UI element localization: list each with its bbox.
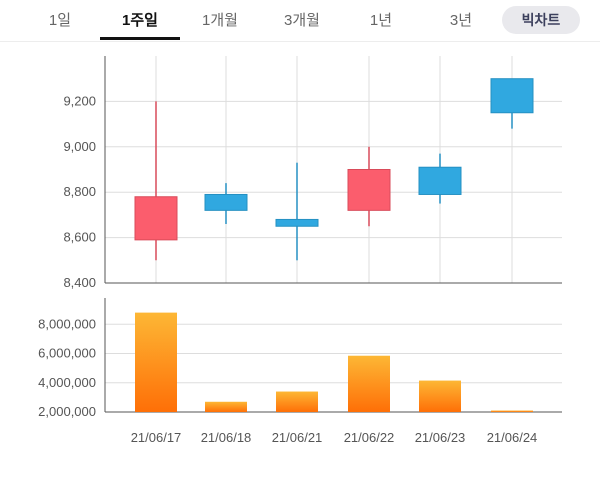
price-tick-label: 8,400 [63, 275, 96, 290]
volume-bar [135, 312, 177, 412]
date-tick-label: 21/06/24 [487, 430, 538, 445]
date-tick-label: 21/06/21 [272, 430, 323, 445]
candle-body [490, 78, 534, 114]
date-tick-label: 21/06/23 [415, 430, 466, 445]
date-tick-label: 21/06/17 [131, 430, 182, 445]
volume-tick-label: 2,000,000 [38, 404, 96, 419]
volume-tick-label: 6,000,000 [38, 346, 96, 361]
tabs-divider [0, 41, 600, 42]
volume-bar [491, 410, 533, 412]
volume-bar [205, 401, 247, 412]
volume-grid [105, 323, 562, 384]
tab-3-years[interactable]: 3년 [449, 12, 473, 29]
candle-body [347, 169, 391, 211]
tab-1-month[interactable]: 1개월 [202, 12, 238, 29]
volume-bar [276, 391, 318, 412]
candle-body [418, 166, 462, 195]
volume-y-axis: 2,000,000 4,000,000 6,000,000 8,000,000 [38, 298, 562, 419]
candle-body [275, 218, 319, 227]
period-tabs: 1일 1주일 1개월 3개월 1년 3년 빅차트 [0, 0, 600, 42]
date-tick-label: 21/06/18 [201, 430, 252, 445]
price-tick-label: 9,200 [63, 93, 96, 108]
tab-1-day[interactable]: 1일 [48, 12, 72, 29]
date-tick-label: 21/06/22 [344, 430, 395, 445]
price-tick-label: 9,000 [63, 139, 96, 154]
volume-bar [419, 380, 461, 412]
date-axis: 21/06/17 21/06/18 21/06/21 21/06/22 21/06/23… [131, 430, 538, 445]
price-tick-label: 8,800 [63, 184, 96, 199]
tab-3-months[interactable]: 3개월 [284, 12, 320, 29]
tab-1-week[interactable]: 1주일 [122, 12, 158, 29]
volume-bar [348, 355, 390, 412]
volume-tick-label: 4,000,000 [38, 375, 96, 390]
candle-body [134, 196, 178, 241]
big-chart-button[interactable]: 빅차트 [502, 6, 580, 34]
volume-series [135, 312, 533, 412]
active-tab-indicator [100, 37, 180, 40]
candlestick-series [134, 78, 534, 261]
volume-tick-label: 8,000,000 [38, 316, 96, 331]
tab-1-year[interactable]: 1년 [369, 12, 393, 29]
price-y-axis: 8,400 8,600 8,800 9,000 9,200 [63, 56, 562, 290]
candle-body [204, 193, 248, 211]
price-tick-label: 8,600 [63, 230, 96, 245]
